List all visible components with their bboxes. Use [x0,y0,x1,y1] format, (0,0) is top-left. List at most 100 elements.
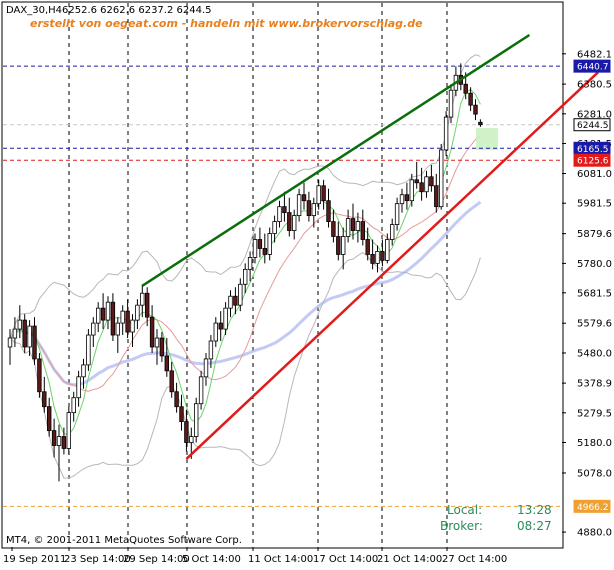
candle-body [301,194,307,202]
candle-body [326,200,331,222]
price-tags: 6440.7 6244.5 6165.5 6125.6 4966.2 [573,59,611,513]
candle [91,317,96,347]
price-tag-box [573,499,611,513]
price-tag: 6244.5 [573,118,611,131]
candle-body [228,295,233,309]
candle [375,245,380,273]
candle-body [282,206,287,214]
price-tag-label: 6165.5 [577,145,609,155]
price-tag-label: 6244.5 [577,121,609,131]
candle-body [350,218,356,231]
candle-body [277,206,282,222]
candle-body [189,436,194,443]
candle [140,284,145,318]
chart-watermark: erstellt von oegeat.com - handeln mit ww… [30,17,423,30]
candle [100,293,106,330]
price-axis: 6482.16380.56281.06181.56081.05981.55879… [562,49,612,539]
candle [115,317,120,353]
candle-body [51,430,57,446]
candle [47,397,52,437]
candle [184,409,189,452]
candle-body [149,316,155,348]
lower-trendline[interactable] [185,71,599,460]
candle [478,119,483,127]
candle-body [331,221,336,237]
time-tick-label: 27 Oct 14:00 [442,554,507,565]
candle [71,391,76,422]
candle [360,209,365,246]
time-tick-label: 23 Sep 14:00 [64,554,131,565]
candle [135,299,140,330]
candle [380,239,385,267]
candle-body [223,307,228,330]
candle-body [115,322,120,336]
candle [228,290,233,318]
candle [213,317,218,347]
candle-body [100,307,106,321]
candle [208,335,214,368]
candle [336,221,341,261]
candle [443,111,449,156]
candle [365,227,370,261]
candle [96,302,101,333]
candle [272,215,277,243]
price-tick-label: 6482.1 [577,49,612,60]
candle-body [37,358,42,393]
candle-body [71,397,76,414]
candle [340,227,346,270]
candle-body [91,322,96,336]
candle-body [399,194,405,205]
candle [125,299,130,339]
candle-body [375,251,380,264]
candle-body [385,239,390,261]
candles [7,63,483,482]
trendlines[interactable] [141,33,599,460]
time-tick-label: 11 Oct 14:00 [248,554,313,565]
candle [149,305,155,353]
candle [473,99,478,121]
candle [66,406,71,455]
candle-body [252,239,258,258]
candle [311,197,316,228]
candle-body [394,203,400,225]
local-time-value: 13:28 [517,503,552,517]
candle [404,182,410,210]
candle-body [164,355,169,372]
candle-body [389,224,395,240]
price-tag: 6440.7 [573,59,611,73]
candle [267,227,272,261]
candle-body [105,301,111,321]
candle [429,164,434,192]
candle [144,287,150,327]
candle [233,287,238,315]
candle-body [419,182,424,193]
candle [203,352,209,386]
candle-body [179,406,184,423]
candle-body [76,376,81,399]
candle-body [110,301,116,336]
candle [301,182,307,210]
candle-body [365,239,370,255]
candle-body [22,319,27,348]
time-tick-label: 17 Oct 14:00 [313,554,378,565]
candle [370,239,375,270]
upper-trendline[interactable] [141,33,531,287]
ma-slow [9,135,481,392]
candle [198,370,204,410]
candle [306,191,312,222]
candle-body [135,304,140,321]
candle-body [32,325,37,360]
candle-body [47,406,52,431]
candle [7,329,13,365]
candle [345,209,351,243]
price-tag-label: 6440.7 [577,63,609,73]
candle [326,188,331,228]
candle [434,173,439,213]
candle-body [247,257,253,270]
candle-body [233,295,238,306]
candle [448,84,454,124]
price-tick-label: 4880.0 [577,528,612,539]
candle-body [345,218,351,237]
